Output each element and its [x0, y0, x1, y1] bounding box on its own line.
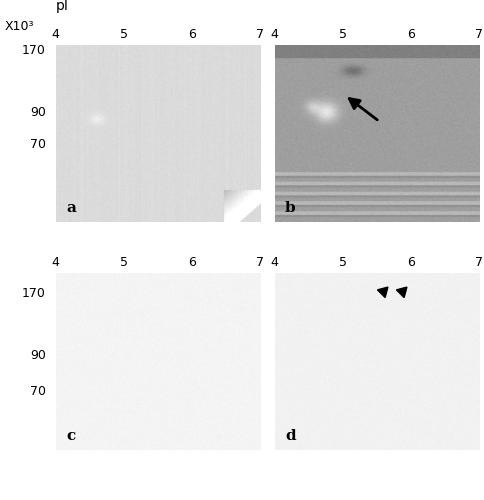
- Text: 90: 90: [30, 350, 46, 362]
- Text: d: d: [285, 429, 296, 443]
- Text: c: c: [66, 429, 75, 443]
- Text: 5: 5: [339, 28, 347, 41]
- Text: 6: 6: [188, 256, 196, 268]
- Text: pI: pI: [56, 0, 69, 12]
- Text: 70: 70: [30, 385, 46, 398]
- Text: 5: 5: [339, 256, 347, 268]
- Text: 90: 90: [30, 106, 46, 119]
- Text: b: b: [285, 202, 296, 215]
- Text: 170: 170: [22, 44, 46, 57]
- Text: 5: 5: [120, 256, 128, 268]
- Text: 7: 7: [256, 28, 264, 41]
- Text: 4: 4: [52, 256, 60, 268]
- Text: 70: 70: [30, 138, 46, 151]
- Text: 7: 7: [475, 256, 483, 268]
- Text: 6: 6: [407, 256, 415, 268]
- Text: 7: 7: [475, 28, 483, 41]
- Text: 7: 7: [256, 256, 264, 268]
- Text: 4: 4: [52, 28, 60, 41]
- Text: a: a: [66, 202, 76, 215]
- Text: 4: 4: [271, 28, 279, 41]
- Text: 6: 6: [407, 28, 415, 41]
- Text: 5: 5: [120, 28, 128, 41]
- Text: X10³: X10³: [5, 20, 34, 32]
- Text: 4: 4: [271, 256, 279, 268]
- Text: 6: 6: [188, 28, 196, 41]
- Text: 170: 170: [22, 288, 46, 300]
